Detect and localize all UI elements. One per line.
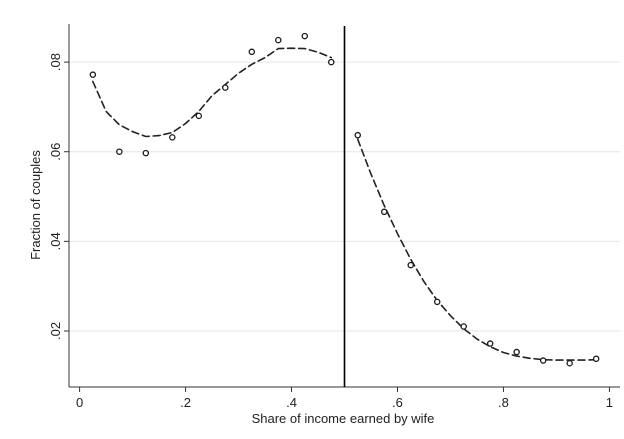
data-point-7	[275, 36, 282, 44]
data-point-0	[89, 71, 97, 78]
data-point-18	[566, 359, 573, 367]
x-tick-label-1: .2	[180, 395, 191, 410]
data-point-19	[592, 355, 600, 363]
data-point-11	[380, 208, 388, 216]
y-tick-label-2: .06	[48, 143, 63, 161]
data-point-16	[513, 348, 520, 356]
data-point-3	[169, 134, 176, 141]
x-tick-label-2: .4	[286, 395, 297, 410]
y-axis-title: Fraction of couples	[28, 150, 43, 260]
data-point-10	[354, 131, 361, 139]
data-point-9	[328, 58, 335, 66]
y-tick-label-0: .02	[48, 322, 63, 340]
tick-marks: 0 .2 .4 .6 .8 1 .02 .04 .06 .08	[48, 53, 613, 410]
data-point-4	[195, 112, 203, 120]
x-axis-title: Share of income earned by wife	[252, 411, 435, 426]
x-tick-label-3: .6	[392, 395, 403, 410]
x-tick-label-5: 1	[606, 395, 613, 410]
data-point-6	[248, 48, 256, 56]
data-point-15	[486, 340, 494, 347]
data-point-14	[460, 323, 467, 330]
x-tick-label-0: 0	[76, 395, 83, 410]
fit-lines	[92, 47, 597, 361]
fit-line-left	[92, 47, 333, 138]
data-points	[89, 32, 600, 367]
data-point-8	[301, 32, 309, 40]
fit-line-right	[356, 138, 597, 361]
data-point-17	[539, 357, 547, 364]
data-point-5	[222, 84, 229, 91]
data-point-12	[407, 261, 414, 269]
data-point-2	[142, 149, 150, 157]
y-tick-label-3: .08	[48, 53, 63, 71]
y-tick-label-1: .04	[48, 232, 63, 250]
x-tick-label-4: .8	[498, 395, 509, 410]
data-point-1	[116, 148, 123, 155]
data-point-13	[433, 298, 441, 306]
